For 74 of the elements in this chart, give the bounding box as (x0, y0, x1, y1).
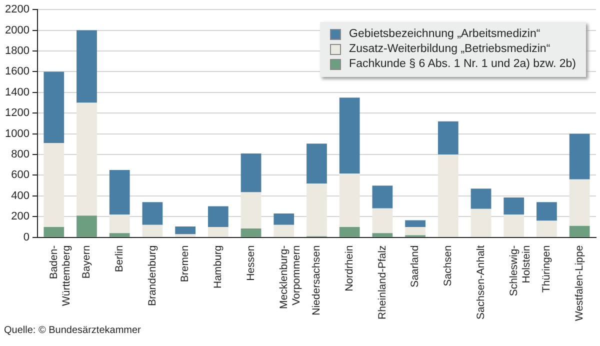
bar (372, 208, 393, 234)
x-tick-label: Rheinland-Pfalz (376, 245, 388, 320)
x-tick-label: Schleswig- Holstein (508, 244, 532, 296)
bar (240, 228, 262, 237)
x-tick-label: Bremen (179, 245, 192, 282)
bar (274, 224, 294, 237)
bar (240, 153, 262, 192)
x-tick-label: Nordrhein (343, 245, 356, 292)
bar (569, 179, 590, 226)
bar (109, 233, 130, 237)
bar (438, 154, 458, 237)
x-tick-label: Baden- Württemberg (48, 244, 72, 306)
bar (569, 226, 590, 237)
bar (339, 174, 360, 227)
y-tick-label: 1800 (4, 45, 30, 58)
bar (142, 224, 163, 237)
x-tick-label: Brandenburg (146, 245, 158, 306)
bar (76, 30, 97, 103)
bar (306, 144, 327, 184)
bar (372, 186, 393, 208)
y-tick-label: 1400 (4, 86, 30, 98)
bar (109, 170, 130, 215)
x-tick-label: Sachsen (442, 245, 454, 286)
y-tick-label: 2000 (4, 24, 30, 36)
x-tick-label: Sachsen-Anhalt (474, 245, 487, 320)
x-tick-label: Niedersachsen (310, 245, 323, 316)
bar (44, 143, 64, 227)
x-tick-label: Saarland (409, 245, 422, 288)
bar (240, 192, 262, 229)
x-tick-label: Hessen (244, 245, 257, 281)
x-tick-label: Mecklenburg- Vorpommern (278, 244, 302, 309)
bar (536, 220, 557, 237)
x-tick-label: Hamburg (212, 245, 224, 289)
y-tick-label: 400 (11, 190, 30, 202)
x-tick-label: Berlin (114, 245, 126, 272)
bar (76, 102, 97, 216)
bar (405, 220, 426, 227)
bar (306, 183, 327, 236)
y-tick-label: 1000 (4, 128, 30, 140)
x-tick-label: Thüringen (540, 245, 553, 293)
bar (470, 208, 492, 237)
legend-label: Fachkunde § 6 Abs. 1 Nr. 1 und 2a) bzw. 2b) (349, 58, 576, 70)
bar (175, 234, 196, 237)
bar (76, 216, 97, 237)
bar (339, 226, 360, 237)
source-note: Quelle: © Bundesärztekammer (4, 325, 141, 336)
bar (536, 202, 557, 221)
bar (44, 72, 64, 144)
bar (470, 188, 492, 209)
legend-label: Gebietsbezeichnung „Arbeitsmedizin“ (349, 28, 540, 40)
bar (142, 202, 163, 225)
bar (504, 214, 524, 237)
bar (405, 226, 426, 236)
bar (208, 206, 228, 227)
legend-label: Zusatz-Weiterbildung „Betriebsmedizin“ (349, 43, 550, 55)
bar (44, 226, 64, 237)
y-tick-label: 0 (23, 231, 30, 244)
bar (504, 197, 524, 215)
y-tick-label: 2200 (4, 4, 30, 16)
y-tick-label: 200 (11, 210, 30, 223)
y-tick-label: 1600 (4, 66, 30, 78)
x-tick-label: Westfalen-Lippe (573, 245, 586, 322)
bar (274, 214, 294, 225)
x-tick-label: Bayern (80, 245, 93, 279)
bar (208, 226, 228, 237)
bar (339, 98, 360, 174)
bar (569, 134, 590, 180)
y-tick-label: 600 (11, 169, 30, 182)
bar (438, 121, 458, 155)
bar (372, 233, 393, 237)
bar (175, 226, 196, 234)
bar (109, 214, 130, 234)
y-tick-label: 1200 (4, 107, 30, 120)
y-tick-label: 800 (11, 148, 30, 161)
